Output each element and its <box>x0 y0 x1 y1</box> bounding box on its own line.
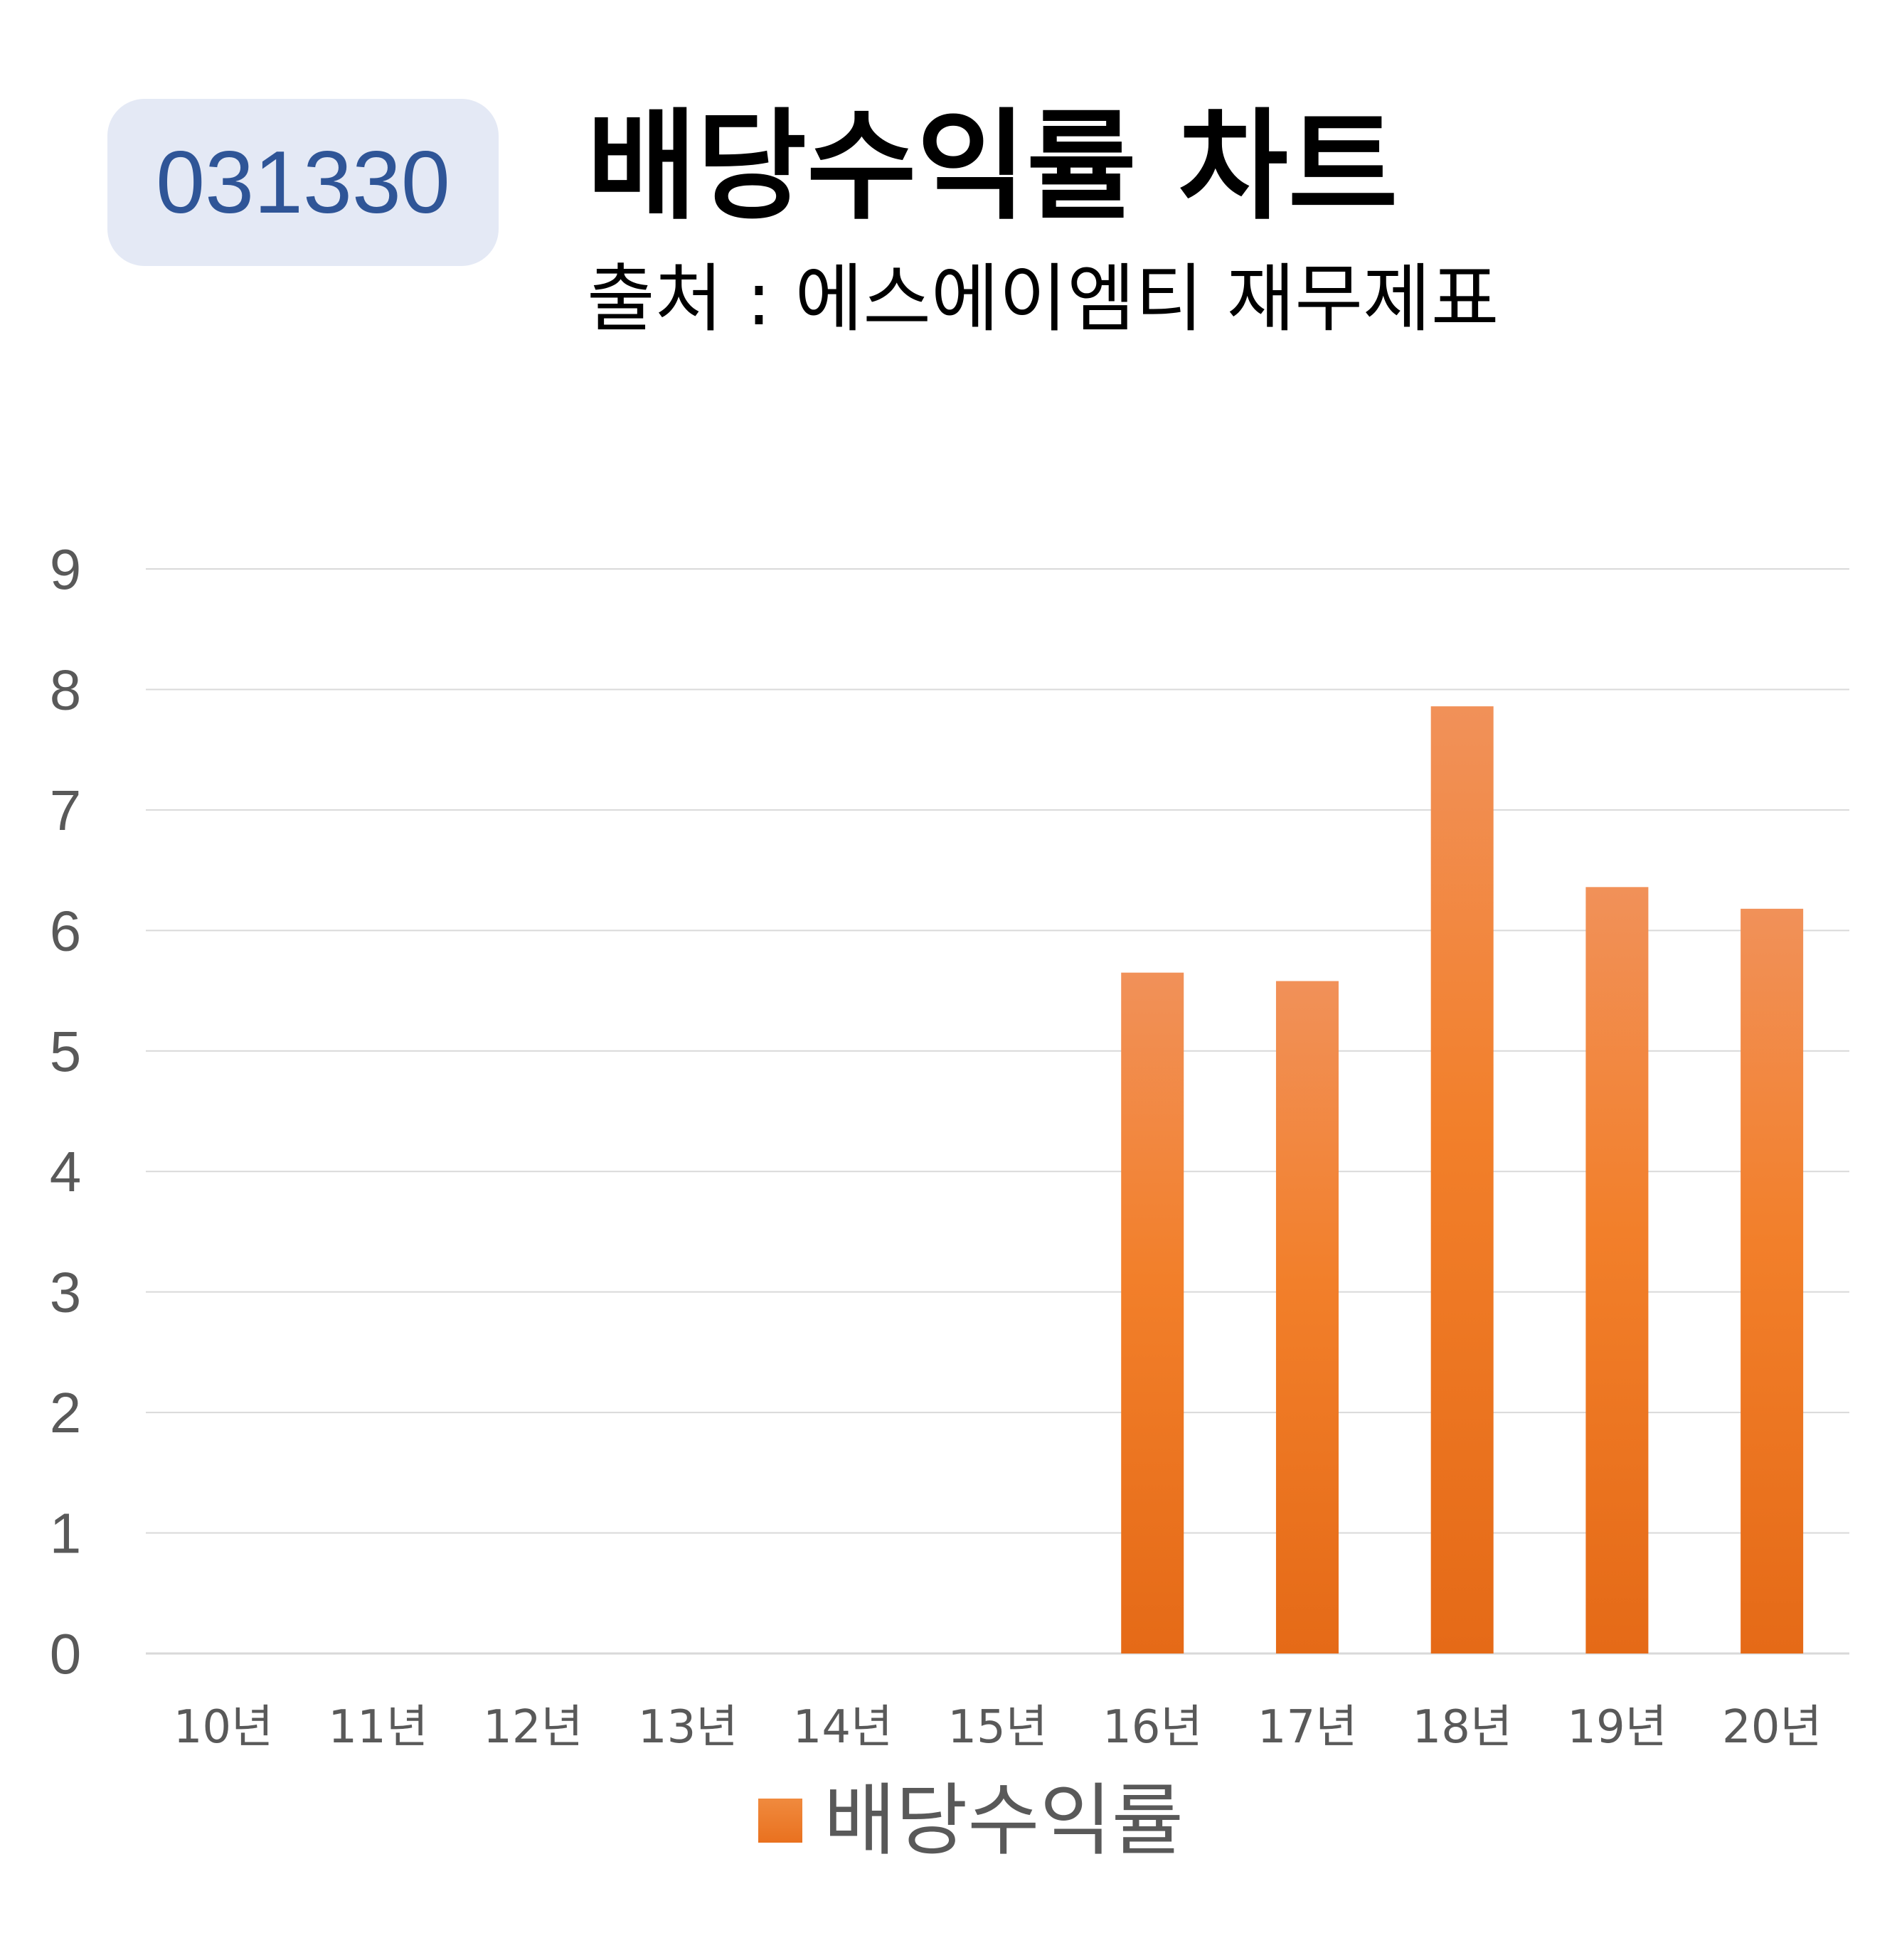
x-tick-label: 15년 <box>947 1701 1047 1754</box>
x-tick-label: 11년 <box>328 1701 427 1754</box>
x-tick-label: 16년 <box>1102 1701 1202 1754</box>
y-tick-label: 4 <box>50 1140 82 1203</box>
x-tick-label: 12년 <box>483 1701 583 1754</box>
x-tick-label: 14년 <box>793 1701 893 1754</box>
y-tick-label: 3 <box>50 1261 82 1324</box>
bars <box>1121 706 1804 1653</box>
x-tick-label: 20년 <box>1722 1701 1822 1754</box>
x-tick-label: 19년 <box>1567 1701 1667 1754</box>
y-tick-label: 0 <box>50 1622 82 1685</box>
x-tick-label: 10년 <box>174 1701 273 1754</box>
y-tick-label: 5 <box>50 1020 82 1083</box>
y-tick-label: 8 <box>50 658 82 721</box>
chart-subtitle: 출처 : 에스에이엠티 재무제표 <box>587 255 1499 342</box>
bar-17년 <box>1275 981 1339 1653</box>
y-tick-label: 1 <box>50 1502 82 1565</box>
legend: 배당수익률 <box>758 1778 1184 1863</box>
y-tick-label: 7 <box>50 779 82 842</box>
grid-lines <box>146 568 1849 1655</box>
y-tick-label: 2 <box>50 1381 82 1444</box>
chart-title: 배당수익률 차트 <box>587 97 1398 236</box>
y-tick-label: 6 <box>50 899 82 962</box>
y-tick-label: 9 <box>50 538 82 601</box>
x-axis-ticks: 10년 11년 12년 13년 14년 15년 16년 17년 18년 19년 20년 <box>174 1701 1822 1754</box>
x-tick-label: 13년 <box>638 1701 738 1754</box>
stock-code: 031330 <box>156 133 450 232</box>
bar-20년 <box>1741 908 1804 1653</box>
legend-label: 배당수익률 <box>824 1775 1184 1866</box>
x-tick-label: 17년 <box>1258 1701 1357 1754</box>
bar-19년 <box>1585 887 1649 1653</box>
stock-code-badge: 031330 <box>107 99 499 266</box>
bar-18년 <box>1430 706 1494 1653</box>
bar-16년 <box>1121 972 1184 1653</box>
legend-swatch <box>758 1799 802 1843</box>
x-tick-label: 18년 <box>1413 1701 1512 1754</box>
y-axis-ticks: 0 1 2 3 4 5 6 7 8 9 <box>50 538 82 1685</box>
